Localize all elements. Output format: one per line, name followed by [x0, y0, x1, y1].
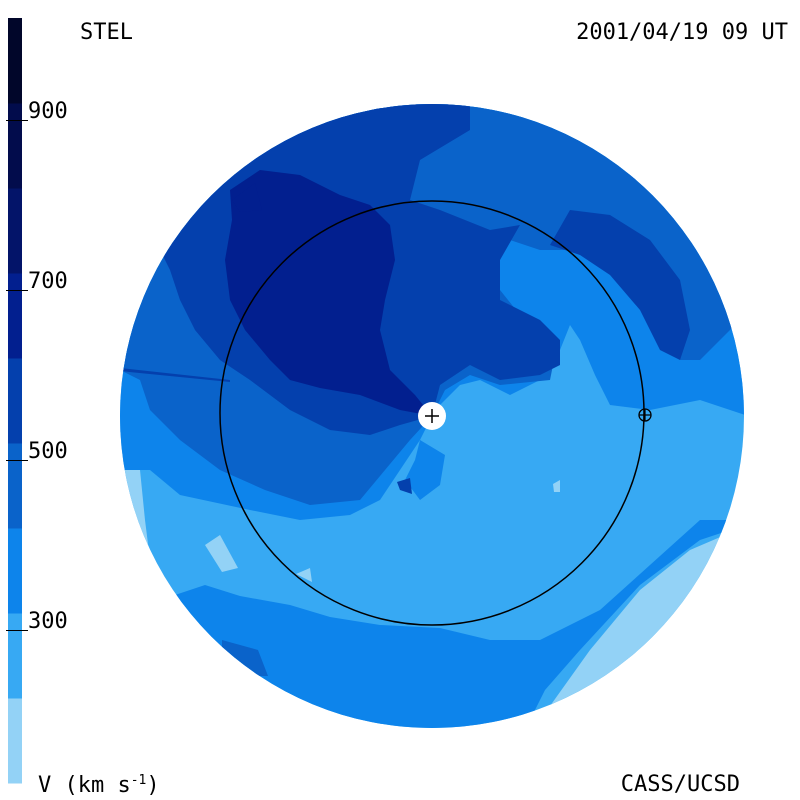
unit-close: ) [146, 773, 160, 798]
colorbar-tick-label: 500 [28, 439, 68, 464]
colorbar-band-1 [8, 613, 22, 699]
contour-v400-bottom [160, 520, 744, 728]
contour-v700-patch [232, 183, 262, 212]
colorbar-unit-label: V (km s-1) [38, 774, 160, 797]
colorbar-tick-mark [6, 120, 28, 121]
colorbar-tick-label: 700 [28, 269, 68, 294]
colorbar-tick-mark [6, 460, 28, 461]
earth-circle-plus-icon [638, 408, 652, 422]
colorbar-band-6 [8, 188, 22, 274]
contour-v200-speck-2 [296, 568, 312, 582]
colorbar-band-8 [8, 18, 22, 104]
colorbar-bands [8, 18, 22, 784]
colorbar-tick-label: 300 [28, 609, 68, 634]
unit-base: V (km s [38, 773, 131, 798]
contour-v600-speck [397, 478, 412, 494]
unit-exponent: -1 [130, 773, 147, 788]
credit-label: CASS/UCSD [620, 772, 740, 797]
colorbar-tick-label: 900 [28, 99, 68, 124]
colorbar-tick-mark [6, 630, 28, 631]
velocity-contours [120, 104, 744, 728]
contour-v600-right [550, 210, 690, 360]
timestamp: 2001/04/19 09 UT [576, 20, 788, 45]
contour-v400-tongue [405, 440, 445, 500]
colorbar-band-3 [8, 443, 22, 529]
colorbar-band-0 [8, 698, 22, 784]
contour-streak [120, 368, 230, 382]
sun-plus-icon [418, 402, 446, 430]
colorbar-tick-mark [6, 290, 28, 291]
instrument-title: STEL [80, 20, 133, 45]
colorbar-band-5 [8, 273, 22, 359]
contour-v200-speck [553, 480, 560, 492]
colorbar-band-2 [8, 528, 22, 614]
colorbar-band-7 [8, 103, 22, 189]
contour-v200-patch [205, 535, 238, 572]
colorbar-band-4 [8, 358, 22, 444]
contour-v700-core [225, 170, 432, 416]
earth-orbit-circle [219, 200, 645, 626]
